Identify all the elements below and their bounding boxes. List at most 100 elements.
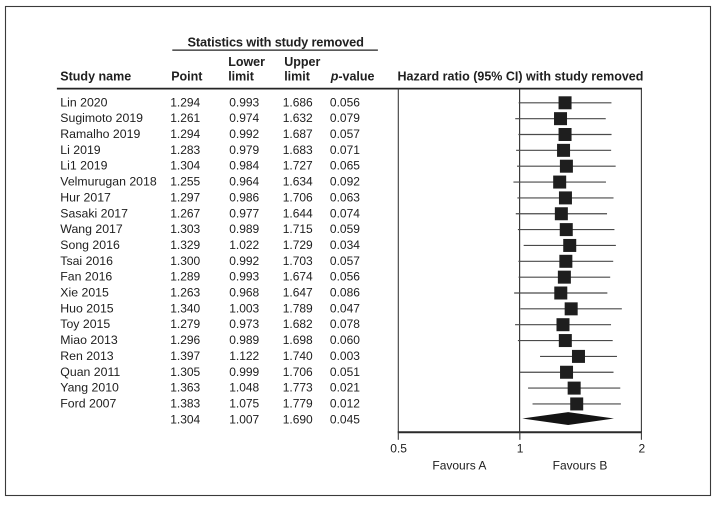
svg-text:0.065: 0.065 — [330, 159, 360, 173]
svg-text:0.079: 0.079 — [330, 111, 360, 125]
svg-text:Favours A: Favours A — [432, 459, 486, 473]
svg-text:0.989: 0.989 — [229, 222, 259, 236]
svg-text:1.048: 1.048 — [229, 381, 259, 395]
svg-text:Velmurugan 2018: Velmurugan 2018 — [60, 175, 157, 189]
svg-text:0.056: 0.056 — [330, 95, 360, 109]
svg-text:1.075: 1.075 — [229, 396, 259, 410]
svg-text:1.303: 1.303 — [170, 222, 200, 236]
svg-text:1.789: 1.789 — [283, 301, 313, 315]
svg-text:0.968: 0.968 — [229, 286, 259, 300]
svg-text:1.297: 1.297 — [170, 190, 200, 204]
svg-text:Toy 2015: Toy 2015 — [60, 317, 110, 331]
svg-text:2: 2 — [638, 442, 645, 456]
svg-text:Song 2016: Song 2016 — [60, 238, 120, 252]
svg-text:0.045: 0.045 — [330, 412, 360, 426]
svg-text:Point: Point — [171, 70, 203, 84]
svg-text:1.267: 1.267 — [170, 206, 200, 220]
svg-text:0.5: 0.5 — [390, 442, 407, 456]
svg-text:0.047: 0.047 — [330, 301, 360, 315]
svg-text:0.993: 0.993 — [229, 95, 259, 109]
svg-text:1.279: 1.279 — [170, 317, 200, 331]
svg-text:1.294: 1.294 — [170, 127, 200, 141]
svg-text:1.363: 1.363 — [170, 381, 200, 395]
svg-text:1.682: 1.682 — [283, 317, 313, 331]
svg-text:1.687: 1.687 — [283, 127, 313, 141]
svg-text:0.003: 0.003 — [330, 349, 360, 363]
svg-text:1.261: 1.261 — [170, 111, 200, 125]
svg-text:1: 1 — [517, 442, 524, 456]
svg-text:Hazard ratio (95% CI) with stu: Hazard ratio (95% CI) with study removed — [398, 70, 644, 84]
svg-text:1.632: 1.632 — [283, 111, 313, 125]
svg-text:0.060: 0.060 — [330, 333, 360, 347]
svg-text:Xie 2015: Xie 2015 — [60, 286, 109, 300]
svg-text:0.078: 0.078 — [330, 317, 360, 331]
svg-text:Study name: Study name — [60, 70, 131, 84]
svg-text:1.263: 1.263 — [170, 286, 200, 300]
svg-text:Sugimoto 2019: Sugimoto 2019 — [60, 111, 143, 125]
svg-text:1.740: 1.740 — [283, 349, 313, 363]
svg-text:Ford 2007: Ford 2007 — [60, 396, 116, 410]
svg-text:Upper: Upper — [284, 55, 320, 69]
svg-text:1.296: 1.296 — [170, 333, 200, 347]
svg-text:1.729: 1.729 — [283, 238, 313, 252]
svg-text:1.003: 1.003 — [229, 301, 259, 315]
svg-text:0.092: 0.092 — [330, 175, 360, 189]
svg-text:Statistics with study removed: Statistics with study removed — [188, 34, 364, 49]
svg-text:0.057: 0.057 — [330, 127, 360, 141]
svg-text:0.051: 0.051 — [330, 365, 360, 379]
svg-text:1.703: 1.703 — [283, 254, 313, 268]
svg-text:limit: limit — [228, 70, 255, 84]
svg-text:0.059: 0.059 — [330, 222, 360, 236]
svg-text:0.993: 0.993 — [229, 270, 259, 284]
svg-text:1.773: 1.773 — [283, 381, 313, 395]
svg-text:Favours B: Favours B — [553, 459, 608, 473]
svg-text:1.305: 1.305 — [170, 365, 200, 379]
svg-text:Wang 2017: Wang 2017 — [60, 222, 123, 236]
svg-text:1.634: 1.634 — [283, 175, 313, 189]
svg-text:1.283: 1.283 — [170, 143, 200, 157]
svg-text:0.086: 0.086 — [330, 286, 360, 300]
svg-text:limit: limit — [284, 70, 311, 84]
svg-text:0.034: 0.034 — [330, 238, 360, 252]
svg-text:1.300: 1.300 — [170, 254, 200, 268]
svg-text:0.984: 0.984 — [229, 159, 259, 173]
svg-text:1.122: 1.122 — [229, 349, 259, 363]
svg-text:Hur 2017: Hur 2017 — [60, 190, 111, 204]
svg-text:0.021: 0.021 — [330, 381, 360, 395]
svg-text:0.973: 0.973 — [229, 317, 259, 331]
svg-text:1.706: 1.706 — [283, 365, 313, 379]
svg-text:0.057: 0.057 — [330, 254, 360, 268]
svg-text:1.686: 1.686 — [283, 95, 313, 109]
svg-text:0.056: 0.056 — [330, 270, 360, 284]
svg-text:p-value: p-value — [330, 70, 375, 84]
svg-text:1.294: 1.294 — [170, 95, 200, 109]
svg-text:1.674: 1.674 — [283, 270, 313, 284]
svg-text:1.779: 1.779 — [283, 396, 313, 410]
svg-text:1.647: 1.647 — [283, 286, 313, 300]
svg-text:Yang 2010: Yang 2010 — [60, 381, 119, 395]
svg-text:1.289: 1.289 — [170, 270, 200, 284]
svg-text:1.340: 1.340 — [170, 301, 200, 315]
svg-text:Ramalho 2019: Ramalho 2019 — [60, 127, 140, 141]
svg-text:1.397: 1.397 — [170, 349, 200, 363]
svg-text:1.329: 1.329 — [170, 238, 200, 252]
svg-text:0.974: 0.974 — [229, 111, 259, 125]
svg-text:0.979: 0.979 — [229, 143, 259, 157]
svg-text:0.012: 0.012 — [330, 396, 360, 410]
svg-text:Li1 2019: Li1 2019 — [60, 159, 107, 173]
svg-text:0.977: 0.977 — [229, 206, 259, 220]
svg-text:0.074: 0.074 — [330, 206, 360, 220]
svg-text:Huo 2015: Huo 2015 — [60, 301, 113, 315]
svg-text:1.644: 1.644 — [283, 206, 313, 220]
svg-text:1.683: 1.683 — [283, 143, 313, 157]
svg-text:Lower: Lower — [228, 55, 265, 69]
svg-text:0.989: 0.989 — [229, 333, 259, 347]
svg-text:1.255: 1.255 — [170, 175, 200, 189]
svg-text:1.727: 1.727 — [283, 159, 313, 173]
svg-text:0.992: 0.992 — [229, 254, 259, 268]
svg-text:Li 2019: Li 2019 — [60, 143, 101, 157]
svg-text:Quan 2011: Quan 2011 — [60, 365, 120, 379]
svg-text:1.022: 1.022 — [229, 238, 259, 252]
svg-text:0.964: 0.964 — [229, 175, 259, 189]
svg-text:1.383: 1.383 — [170, 396, 200, 410]
